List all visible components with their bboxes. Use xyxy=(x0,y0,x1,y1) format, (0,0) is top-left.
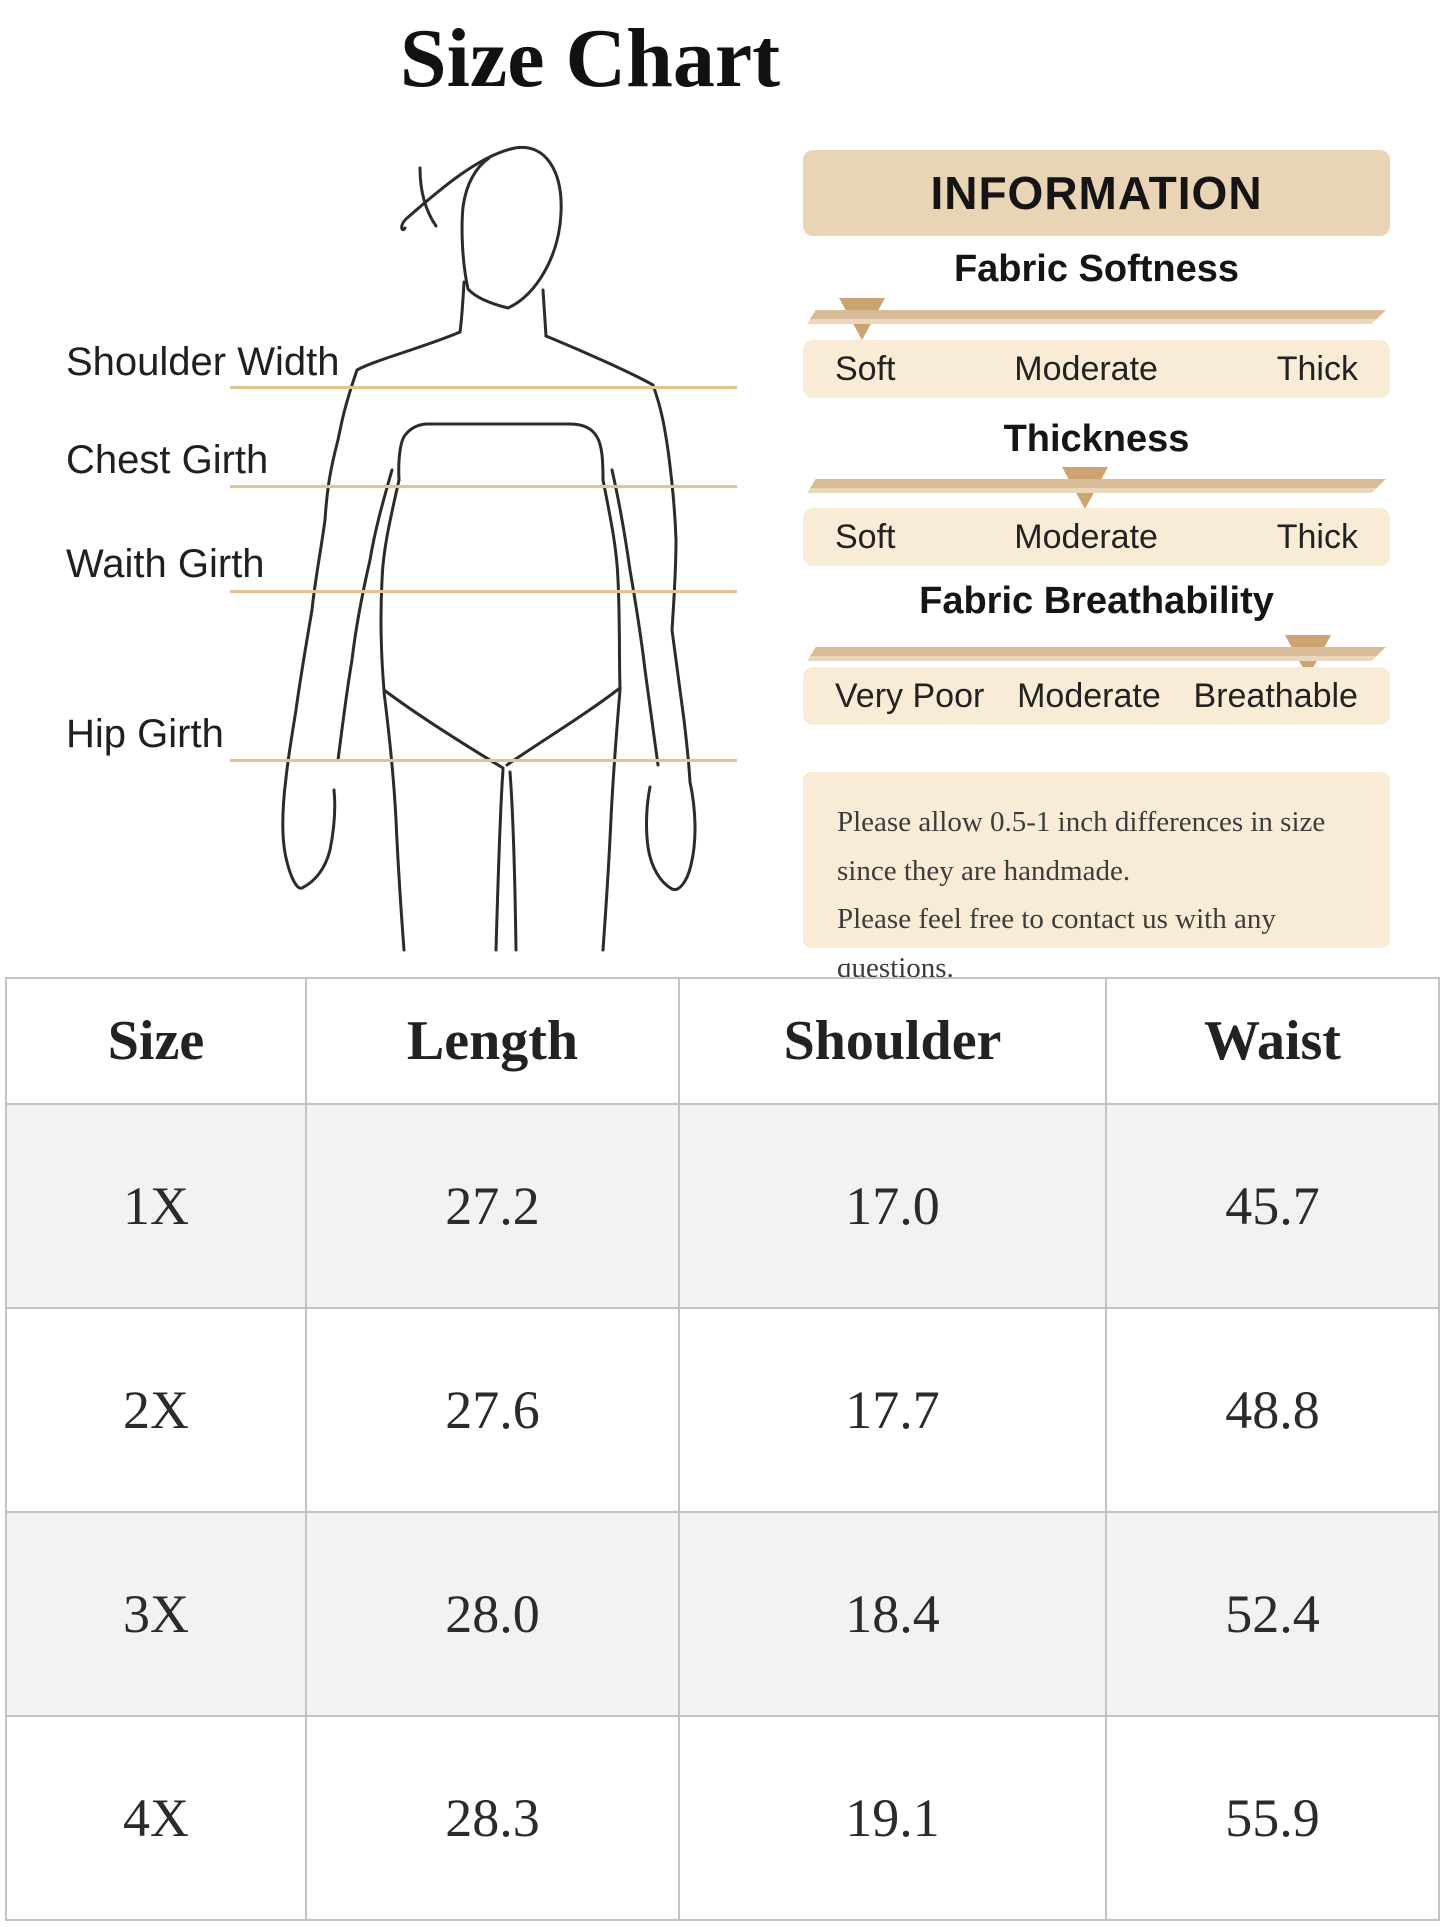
leg-outer-left xyxy=(382,690,406,952)
leg-inner-right xyxy=(508,770,518,952)
face-outline xyxy=(460,156,510,310)
col-header-shoulder: Shoulder xyxy=(678,977,1107,1105)
fabric-softness-scale-labels: Soft Moderate Thick xyxy=(803,340,1390,398)
scale-label: Soft xyxy=(835,517,896,556)
thickness-scale-labels: Soft Moderate Thick xyxy=(803,508,1390,566)
fabric-softness-scale-bar xyxy=(807,310,1386,324)
scale-label: Thick xyxy=(1276,349,1358,388)
hair-strand xyxy=(418,166,438,228)
thickness-title: Thickness xyxy=(1003,418,1190,460)
right-arm-inner xyxy=(610,468,660,767)
tube-top xyxy=(397,422,605,482)
cell-length: 28.0 xyxy=(305,1511,680,1717)
fabric-breathability-scale-bar xyxy=(807,647,1386,661)
bikini-left xyxy=(382,688,505,770)
fabric-breathability-scale-labels: Very Poor Moderate Breathable xyxy=(803,667,1390,725)
neck-right xyxy=(541,288,548,338)
cell-length: 27.6 xyxy=(305,1307,680,1513)
neck-left xyxy=(458,280,466,334)
measure-line-hip xyxy=(230,759,737,762)
measure-line-chest xyxy=(230,485,737,488)
right-arm-outer xyxy=(544,334,692,784)
page-title: Size Chart xyxy=(399,12,781,105)
cell-size: 2X xyxy=(5,1307,307,1513)
torso-right xyxy=(601,478,622,690)
measure-line-shoulder xyxy=(230,386,737,389)
cell-waist: 55.9 xyxy=(1105,1715,1440,1921)
leg-inner-left xyxy=(494,768,505,952)
note-line: Please allow 0.5-1 inch differences in s… xyxy=(837,806,1326,838)
label-hip-girth: Hip Girth xyxy=(66,712,224,756)
left-arm-outer xyxy=(284,330,462,780)
scale-label: Moderate xyxy=(1014,517,1158,556)
label-chest-girth: Chest Girth xyxy=(66,438,269,482)
scale-label: Breathable xyxy=(1193,676,1358,715)
handmade-note: Please allow 0.5-1 inch differences in s… xyxy=(803,772,1390,984)
hair-swoosh xyxy=(400,145,563,310)
fabric-softness-title: Fabric Softness xyxy=(953,248,1240,290)
body-outline-figure xyxy=(281,145,697,952)
thickness-scale-bar xyxy=(807,479,1386,493)
cell-waist: 45.7 xyxy=(1105,1103,1440,1309)
label-waith-girth: Waith Girth xyxy=(66,542,265,586)
cell-size: 1X xyxy=(5,1103,307,1309)
bikini-right xyxy=(505,686,622,767)
cell-size: 3X xyxy=(5,1511,307,1717)
cell-shoulder: 17.0 xyxy=(678,1103,1107,1309)
leg-outer-right xyxy=(601,688,622,952)
cell-size: 4X xyxy=(5,1715,307,1921)
left-arm-inner xyxy=(336,468,394,762)
table-row-3x: 3X 28.0 18.4 52.4 xyxy=(5,1511,1440,1717)
left-hand xyxy=(281,776,337,890)
cell-shoulder: 18.4 xyxy=(678,1511,1107,1717)
cell-shoulder: 17.7 xyxy=(678,1307,1107,1513)
col-header-length: Length xyxy=(305,977,680,1105)
table-row-4x: 4X 28.3 19.1 55.9 xyxy=(5,1715,1440,1921)
table-row-1x: 1X 27.2 17.0 45.7 xyxy=(5,1103,1440,1309)
cell-shoulder: 19.1 xyxy=(678,1715,1107,1921)
measure-line-waist xyxy=(230,590,737,593)
cell-waist: 48.8 xyxy=(1105,1307,1440,1513)
scale-label: Moderate xyxy=(1017,676,1161,715)
torso-left xyxy=(379,478,401,692)
cell-length: 27.2 xyxy=(305,1103,680,1309)
fabric-breathability-title: Fabric Breathability xyxy=(919,580,1274,622)
size-table-header-row: Size Length Shoulder Waist xyxy=(5,977,1440,1105)
scale-label: Soft xyxy=(835,349,896,388)
label-shoulder-width: Shoulder Width xyxy=(66,340,340,384)
scale-label: Moderate xyxy=(1014,349,1158,388)
col-header-size: Size xyxy=(5,977,307,1105)
cell-waist: 52.4 xyxy=(1105,1511,1440,1717)
note-line: since they are handmade. xyxy=(837,854,1131,887)
col-header-waist: Waist xyxy=(1105,977,1440,1105)
scale-label: Thick xyxy=(1276,517,1358,556)
cell-length: 28.3 xyxy=(305,1715,680,1921)
scale-label: Very Poor xyxy=(835,676,985,715)
table-row-2x: 2X 27.6 17.7 48.8 xyxy=(5,1307,1440,1513)
size-table: Size Length Shoulder Waist 1X 27.2 17.0 … xyxy=(5,977,1440,1921)
information-header: INFORMATION xyxy=(803,150,1390,236)
right-hand xyxy=(645,780,697,891)
